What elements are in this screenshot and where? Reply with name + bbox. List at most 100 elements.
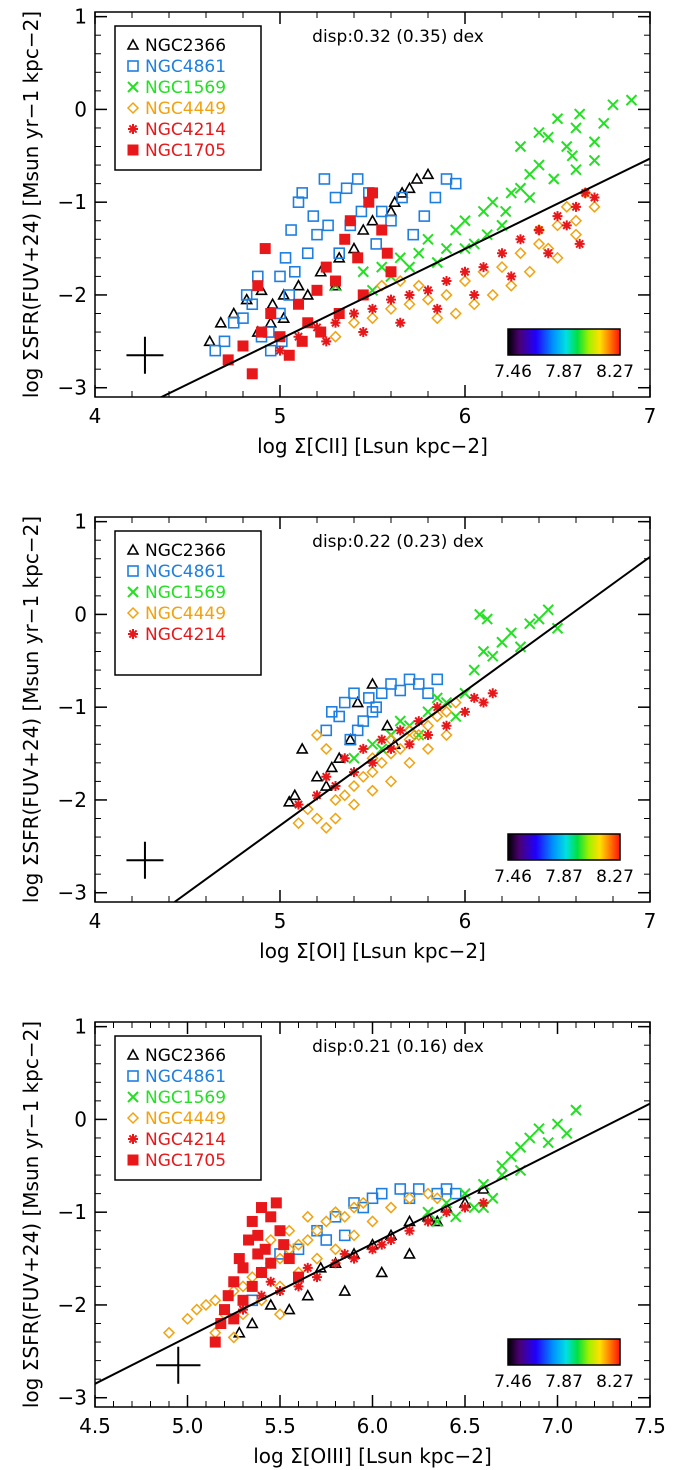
data-point [330,317,341,328]
error-bar-cross [126,336,164,374]
data-point [573,108,586,120]
data-point [431,1215,443,1228]
colorbar [507,328,621,356]
plot-frame [94,516,651,903]
legend-box [114,1035,262,1181]
data-point [449,177,462,190]
y-tick-label: −2 [58,283,87,307]
data-point [588,136,601,148]
data-point [386,1235,396,1246]
data-point [252,1248,264,1260]
legend-marker [126,1048,140,1060]
y-tick-label: −3 [58,881,87,905]
data-point [274,270,286,283]
data-point [588,200,601,213]
data-point [349,1253,359,1264]
data-point [570,164,582,176]
data-point [394,715,406,727]
data-point [325,760,339,773]
x-tick-label: 7 [644,404,657,428]
data-point [366,738,379,750]
data-point [344,733,357,746]
colorbar-label: 8.27 [596,867,634,887]
x-tick-label: 6 [459,404,472,428]
data-point [458,274,472,288]
data-point [487,650,499,662]
series-NGC4449 [162,1187,444,1344]
x-tick-label: 5 [274,909,287,933]
data-point [355,205,368,218]
data-point [524,1132,536,1144]
data-point [376,743,388,755]
data-point [505,627,517,639]
x-axis-title: log Σ[CII] [Lsun kpc−2] [257,434,488,458]
data-point [542,1136,554,1149]
data-point [310,770,324,782]
data-point [459,215,471,227]
data-point [394,742,407,755]
legend-entry: NGC2366 [126,1046,226,1066]
data-point [384,775,398,788]
data-point [574,238,585,249]
data-point [421,1187,435,1200]
data-point [474,608,486,621]
data-point [569,214,583,227]
fit-line [95,1102,650,1385]
error-bar-cross [126,841,164,879]
legend-entry: NGC1569 [127,78,226,98]
data-point [347,241,361,254]
x-tick-label: 5 [274,404,287,428]
data-point [330,275,341,287]
legend-box [114,530,262,676]
data-point [233,1253,245,1265]
legend-label: NGC1705 [145,1151,226,1171]
data-point [450,224,462,236]
data-point [282,1302,296,1315]
data-point [245,1316,259,1329]
data-point [348,687,360,700]
series-NGC1705 [222,187,397,380]
data-point [441,276,452,287]
data-point [421,719,435,732]
data-point [548,173,560,185]
data-point [388,195,402,207]
data-point [381,247,393,259]
series-NGC4861 [320,673,444,746]
data-point [320,724,333,737]
data-point [237,312,249,324]
data-point [441,720,452,731]
data-point [340,182,353,195]
data-point [332,251,346,263]
data-point [384,302,398,315]
data-point [265,308,277,320]
data-point [403,1192,416,1205]
data-point [580,187,591,198]
data-point [386,294,396,305]
data-point [246,368,258,380]
x-tick-label: 6 [459,909,472,933]
data-point [362,692,375,704]
data-point [375,205,388,218]
data-point [413,247,425,259]
data-point [315,326,327,338]
data-point [356,223,370,235]
data-point [499,205,512,218]
data-point [357,770,370,783]
data-point [524,168,536,181]
series-NGC1705 [209,1197,304,1348]
data-point [339,753,350,764]
data-point [232,1326,246,1338]
data-point [246,1280,258,1292]
legend-label: NGC1569 [145,1088,226,1108]
data-point [283,349,295,361]
data-point [440,705,453,718]
data-point [338,696,351,709]
data-point [386,743,396,754]
data-point [347,779,361,793]
data-point [351,695,365,708]
colorbar [507,1338,621,1366]
colorbar-label: 8.27 [596,1372,634,1392]
y-axis-title: log ΣSFR(FUV+24) [Msun yr−1 kpc−2] [19,11,43,398]
colorbar-label: 7.46 [494,867,532,887]
data-point [487,688,498,699]
